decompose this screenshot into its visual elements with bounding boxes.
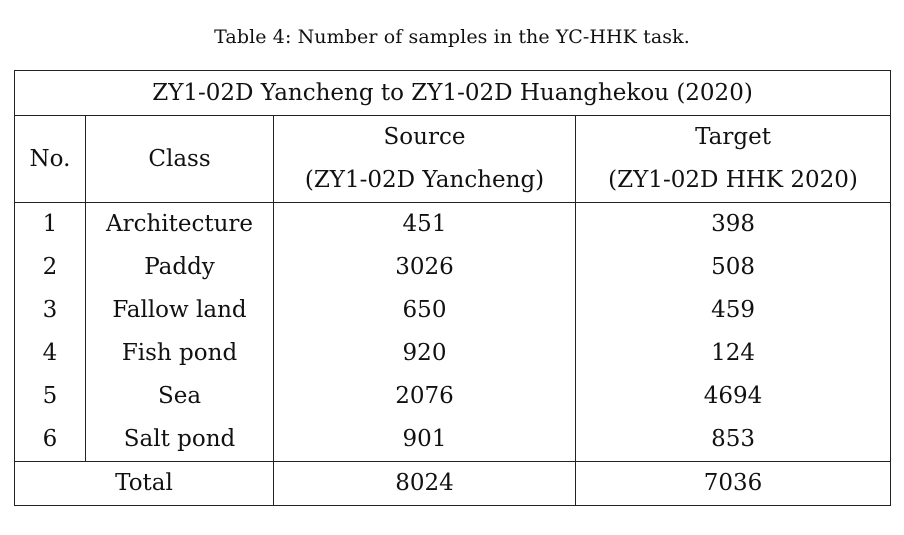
- table-title: ZY1-02D Yancheng to ZY1-02D Huanghekou (…: [13, 70, 892, 116]
- header-source-line1: Source: [383, 124, 466, 150]
- samples-table: ZY1-02D Yancheng to ZY1-02D Huanghekou (…: [13, 70, 892, 506]
- cell-no: 1: [14, 202, 86, 246]
- header-target-line1: Target: [695, 124, 771, 150]
- cell-source: 920: [273, 332, 576, 375]
- cell-target: 398: [575, 202, 892, 246]
- header-target: Target (ZY1-02D HHK 2020): [575, 115, 892, 203]
- cell-source: 451: [273, 202, 576, 246]
- table-row: 1 Architecture 451 398: [14, 202, 892, 246]
- cell-target: 4694: [575, 375, 892, 418]
- cell-target: 853: [575, 418, 892, 462]
- header-no: No.: [14, 115, 86, 203]
- table-row: 2 Paddy 3026 508: [14, 246, 892, 289]
- cell-target: 459: [575, 289, 892, 332]
- cell-target: 508: [575, 246, 892, 289]
- cell-source: 3026: [273, 246, 576, 289]
- total-source: 8024: [273, 461, 576, 506]
- cell-source: 650: [273, 289, 576, 332]
- table-title-row: ZY1-02D Yancheng to ZY1-02D Huanghekou (…: [13, 70, 892, 116]
- total-target: 7036: [575, 461, 892, 506]
- cell-no: 3: [14, 289, 86, 332]
- cell-source: 2076: [273, 375, 576, 418]
- cell-class: Salt pond: [85, 418, 274, 462]
- table-row: 6 Salt pond 901 853: [14, 418, 892, 462]
- table-row: 3 Fallow land 650 459: [14, 289, 892, 332]
- cell-no: 5: [14, 375, 86, 418]
- cell-source: 901: [273, 418, 576, 462]
- cell-class: Fallow land: [85, 289, 274, 332]
- cell-class: Architecture: [85, 202, 274, 246]
- table-row: 4 Fish pond 920 124: [14, 332, 892, 375]
- cell-class: Sea: [85, 375, 274, 418]
- cell-no: 2: [14, 246, 86, 289]
- cell-class: Fish pond: [85, 332, 274, 375]
- total-row: Total 8024 7036: [14, 461, 892, 506]
- header-target-line2: (ZY1-02D HHK 2020): [608, 167, 858, 193]
- cell-target: 124: [575, 332, 892, 375]
- cell-class: Paddy: [85, 246, 274, 289]
- header-source: Source (ZY1-02D Yancheng): [273, 115, 576, 203]
- cell-no: 4: [14, 332, 86, 375]
- header-source-line2: (ZY1-02D Yancheng): [304, 167, 545, 193]
- cell-no: 6: [14, 418, 86, 462]
- header-row: No. Class Source (ZY1-02D Yancheng) Targ…: [14, 115, 892, 203]
- table-caption: Table 4: Number of samples in the YC-HHK…: [214, 26, 690, 48]
- header-class: Class: [85, 115, 274, 203]
- total-label: Total: [14, 461, 274, 506]
- table-row: 5 Sea 2076 4694: [14, 375, 892, 418]
